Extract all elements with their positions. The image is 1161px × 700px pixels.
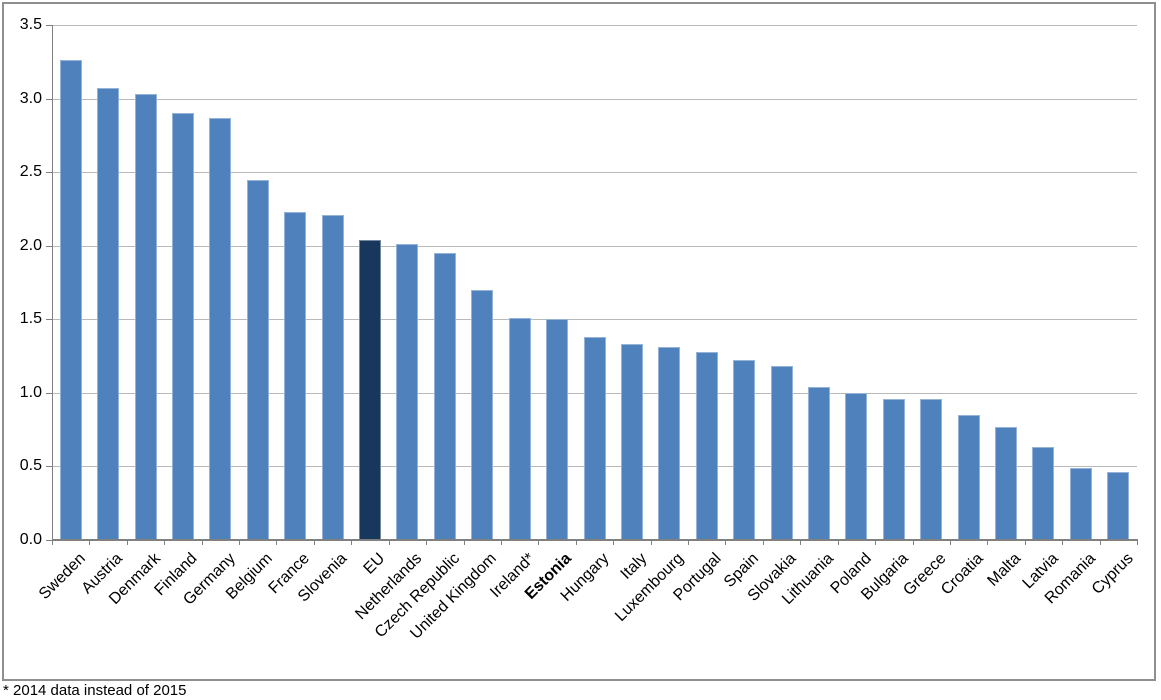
bar-luxembourg (658, 347, 680, 540)
y-axis-label: 2.5 (19, 163, 42, 180)
bar-united-kingdom (471, 290, 493, 540)
bar-portugal (696, 352, 718, 540)
y-axis-label: 3.0 (19, 90, 42, 107)
bar-austria (97, 88, 119, 540)
bar-belgium (247, 180, 269, 541)
bar-spain (733, 360, 755, 540)
bar-finland (172, 113, 194, 540)
y-axis-tick (46, 540, 52, 541)
bar-cyprus (1107, 472, 1129, 540)
x-axis-tick (688, 540, 689, 545)
chart-border (2, 2, 1156, 681)
x-axis-tick (89, 540, 90, 545)
y-axis-tick (46, 99, 52, 100)
y-axis-tick (46, 466, 52, 467)
x-axis-tick (426, 540, 427, 545)
x-axis-tick (838, 540, 839, 545)
x-axis-tick (651, 540, 652, 545)
y-axis-tick (46, 393, 52, 394)
y-axis-tick (46, 25, 52, 26)
bar-croatia (958, 415, 980, 540)
x-axis-line (52, 539, 1138, 541)
bar-denmark (135, 94, 157, 540)
x-axis-tick (464, 540, 465, 545)
bar-romania (1070, 468, 1092, 540)
y-axis-tick (46, 172, 52, 173)
chart-footnote: * 2014 data instead of 2015 (3, 682, 187, 699)
bar-ireland (509, 318, 531, 540)
y-axis-label: 0.5 (19, 457, 42, 474)
x-axis-tick (389, 540, 390, 545)
bar-slovakia (771, 366, 793, 540)
y-axis-tick (46, 246, 52, 247)
x-axis-tick (202, 540, 203, 545)
x-axis-tick (800, 540, 801, 545)
y-axis-label: 3.5 (19, 16, 42, 33)
x-axis-tick (127, 540, 128, 545)
y-axis-tick (46, 319, 52, 320)
bar-lithuania (808, 387, 830, 540)
x-axis-tick (613, 540, 614, 545)
x-axis-tick (763, 540, 764, 545)
gridline (52, 319, 1137, 320)
bar-hungary (584, 337, 606, 540)
bar-sweden (60, 60, 82, 540)
x-axis-tick (913, 540, 914, 545)
bar-france (284, 212, 306, 540)
bar-italy (621, 344, 643, 540)
gridline (52, 99, 1137, 100)
bar-estonia (546, 319, 568, 540)
bar-netherlands (396, 244, 418, 540)
bar-poland (845, 393, 867, 540)
x-axis-tick (276, 540, 277, 545)
x-axis-tick (314, 540, 315, 545)
x-axis-tick (950, 540, 951, 545)
x-axis-tick (987, 540, 988, 545)
bar-czech-republic (434, 253, 456, 540)
x-axis-tick (875, 540, 876, 545)
x-axis-tick (1137, 540, 1138, 545)
x-axis-tick (351, 540, 352, 545)
gridline (52, 172, 1137, 173)
y-axis-label: 1.5 (19, 310, 42, 327)
x-axis-tick (52, 540, 53, 545)
bar-latvia (1032, 447, 1054, 540)
y-axis-label: 0.0 (19, 531, 42, 548)
bar-malta (995, 427, 1017, 540)
x-axis-tick (725, 540, 726, 545)
gridline (52, 246, 1137, 247)
x-axis-tick (501, 540, 502, 545)
x-axis-tick (1100, 540, 1101, 545)
bar-greece (920, 399, 942, 540)
x-axis-tick (164, 540, 165, 545)
y-axis-label: 1.0 (19, 384, 42, 401)
gridline (52, 25, 1137, 26)
bar-germany (209, 118, 231, 540)
bar-bulgaria (883, 399, 905, 540)
x-axis-tick (1062, 540, 1063, 545)
x-axis-tick (1025, 540, 1026, 545)
bar-slovenia (322, 215, 344, 540)
x-axis-tick (576, 540, 577, 545)
y-axis-line (52, 25, 53, 541)
x-axis-tick (239, 540, 240, 545)
bar-eu (359, 240, 381, 540)
x-axis-tick (538, 540, 539, 545)
y-axis-label: 2.0 (19, 237, 42, 254)
